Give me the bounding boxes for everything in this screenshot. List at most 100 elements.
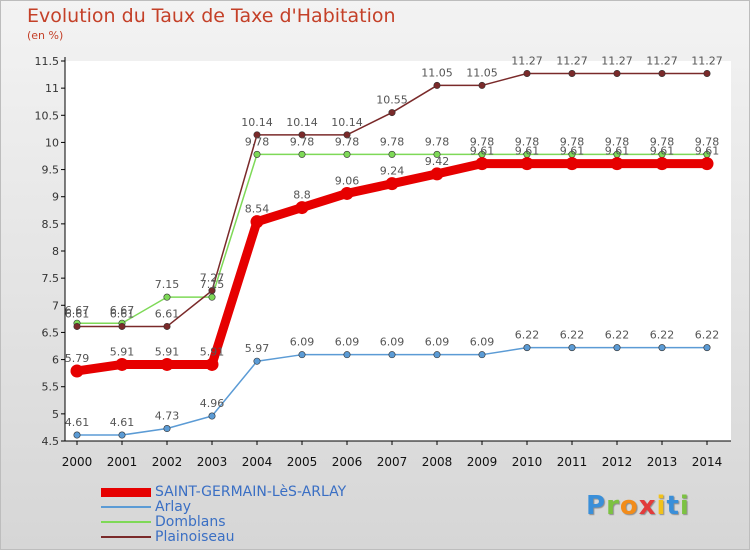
x-tick-label: 2006	[332, 455, 363, 469]
y-tick-label: 8.5	[42, 218, 60, 231]
data-point	[613, 69, 621, 77]
data-point	[253, 150, 261, 158]
data-label: 7.27	[200, 272, 225, 285]
logo-letter: r	[606, 491, 620, 521]
logo-letter: i	[679, 491, 690, 521]
data-point	[568, 69, 576, 77]
data-point	[208, 293, 216, 301]
data-label: 11.27	[556, 54, 588, 67]
data-point	[340, 186, 354, 200]
legend-swatch	[101, 521, 151, 523]
y-tick-label: 9.5	[42, 164, 60, 177]
x-tick-label: 2013	[647, 455, 678, 469]
data-label: 6.61	[65, 307, 90, 320]
data-label: 11.27	[511, 54, 543, 67]
data-label: 11.27	[691, 54, 723, 67]
data-label: 10.14	[241, 116, 273, 129]
data-point	[343, 351, 351, 359]
data-label: 9.61	[515, 145, 540, 158]
y-tick-label: 5.5	[42, 381, 60, 394]
y-tick-label: 6.5	[42, 326, 60, 339]
data-label: 6.09	[335, 336, 360, 349]
x-tick-label: 2002	[152, 455, 183, 469]
data-label: 9.78	[245, 135, 270, 148]
data-point	[433, 150, 441, 158]
x-tick-label: 2005	[287, 455, 318, 469]
data-label: 9.24	[380, 165, 405, 178]
data-label: 9.61	[560, 145, 585, 158]
data-label: 4.96	[200, 397, 225, 410]
data-point	[298, 131, 306, 139]
y-tick-label: 10.5	[35, 109, 60, 122]
data-point	[205, 357, 219, 371]
data-point	[475, 157, 489, 171]
data-label: 9.78	[290, 135, 315, 148]
data-point	[163, 293, 171, 301]
logo-letter: P	[586, 491, 607, 521]
data-label: 10.14	[286, 116, 318, 129]
data-label: 5.97	[245, 342, 270, 355]
data-label: 9.78	[695, 135, 720, 148]
data-point	[73, 431, 81, 439]
data-point	[253, 131, 261, 139]
data-point	[655, 157, 669, 171]
data-point	[163, 425, 171, 433]
data-label: 9.61	[470, 145, 495, 158]
y-tick-label: 10	[45, 136, 59, 149]
data-label: 9.78	[560, 135, 585, 148]
data-label: 11.05	[466, 66, 498, 79]
data-point	[433, 351, 441, 359]
data-label: 4.61	[65, 416, 90, 429]
x-tick-label: 2000	[62, 455, 93, 469]
data-point	[73, 322, 81, 330]
data-point	[520, 157, 534, 171]
y-tick-label: 5	[52, 408, 59, 421]
data-label: 7.15	[200, 278, 225, 291]
data-label: 11.27	[601, 54, 633, 67]
data-point	[163, 322, 171, 330]
data-label: 5.91	[110, 345, 135, 358]
data-point	[478, 351, 486, 359]
legend-label: Domblans	[155, 514, 226, 530]
data-point	[565, 157, 579, 171]
data-point	[208, 412, 216, 420]
y-axis-unit-label: (en %)	[27, 29, 64, 42]
data-point	[523, 69, 531, 77]
data-point	[385, 177, 399, 191]
data-point	[658, 69, 666, 77]
logo-letter: t	[666, 491, 680, 521]
y-tick-label: 11.5	[35, 55, 60, 68]
data-point	[160, 357, 174, 371]
data-point	[568, 344, 576, 352]
y-tick-label: 7	[52, 299, 59, 312]
data-point	[343, 150, 351, 158]
data-label: 8.54	[245, 203, 270, 216]
x-tick-label: 2011	[557, 455, 588, 469]
data-point	[613, 344, 621, 352]
data-label: 4.61	[110, 416, 135, 429]
data-label: 9.42	[425, 155, 450, 168]
data-label: 6.22	[695, 329, 720, 342]
data-point	[118, 431, 126, 439]
x-tick-label: 2007	[377, 455, 408, 469]
x-tick-label: 2008	[422, 455, 453, 469]
legend-swatch	[101, 536, 151, 538]
data-label: 6.61	[155, 307, 180, 320]
data-point	[70, 364, 84, 378]
data-point	[208, 287, 216, 295]
y-tick-label: 11	[45, 82, 59, 95]
data-label: 8.8	[293, 189, 311, 202]
data-label: 9.61	[605, 145, 630, 158]
x-tick-label: 2004	[242, 455, 273, 469]
legend-swatch	[101, 506, 151, 508]
data-label: 9.61	[695, 145, 720, 158]
data-label: 6.09	[425, 336, 450, 349]
data-point	[253, 357, 261, 365]
data-point	[703, 344, 711, 352]
data-label: 6.22	[515, 329, 540, 342]
data-point	[298, 351, 306, 359]
data-label: 11.05	[421, 66, 453, 79]
y-tick-label: 9	[52, 191, 59, 204]
data-point	[703, 69, 711, 77]
